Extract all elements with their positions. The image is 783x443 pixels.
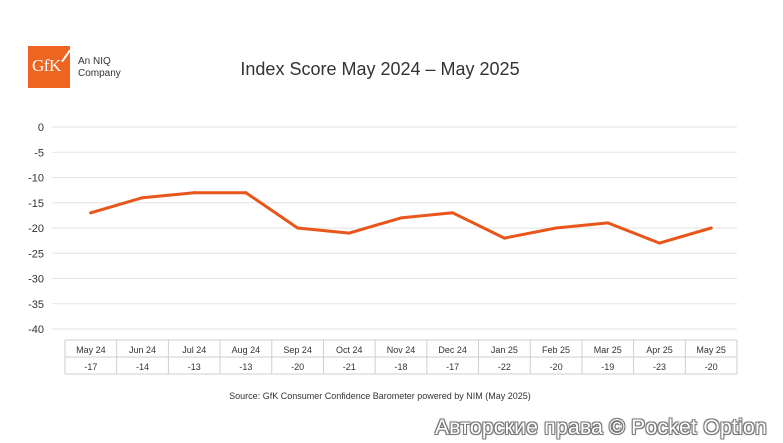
y-tick-label: -35 — [28, 299, 44, 311]
y-tick-label: -30 — [28, 274, 44, 286]
x-category-label: Apr 25 — [646, 345, 673, 355]
table-value-label: -22 — [498, 362, 511, 372]
chart-title: Index Score May 2024 – May 2025 — [240, 59, 520, 79]
y-tick-label: -15 — [28, 198, 44, 210]
gfk-logo-text: GfK — [32, 56, 61, 75]
data-point — [399, 216, 403, 220]
data-point — [296, 226, 300, 230]
data-point — [709, 226, 713, 230]
table-value-label: -13 — [239, 362, 252, 372]
x-category-label: Aug 24 — [232, 345, 261, 355]
watermark: Авторские права © Pocket Option — [434, 416, 767, 439]
table-value-label: -19 — [601, 362, 614, 372]
table-value-label: -21 — [343, 362, 356, 372]
data-point — [192, 191, 196, 195]
y-tick-label: -5 — [34, 147, 44, 159]
x-category-label: Sep 24 — [283, 345, 312, 355]
logo-subtitle: An NIQ Company — [78, 56, 121, 80]
x-category-label: Dec 24 — [438, 345, 467, 355]
x-category-label: May 24 — [76, 345, 106, 355]
x-category-label: Feb 25 — [542, 345, 570, 355]
table-value-label: -14 — [136, 362, 149, 372]
x-category-label: Jul 24 — [182, 345, 206, 355]
y-tick-label: -20 — [28, 223, 44, 235]
source-note: Source: GfK Consumer Confidence Baromete… — [229, 391, 531, 401]
data-point — [451, 211, 455, 215]
x-category-label: Jan 25 — [491, 345, 518, 355]
gfk-logo: GfK — [28, 46, 71, 88]
data-point — [141, 196, 145, 200]
data-point — [244, 191, 248, 195]
table-value-label: -20 — [550, 362, 563, 372]
table-value-label: -17 — [84, 362, 97, 372]
data-point — [502, 236, 506, 240]
x-category-label: Nov 24 — [387, 345, 416, 355]
logo-subtitle-line2: Company — [78, 68, 121, 79]
data-point — [657, 241, 661, 245]
x-category-label: May 25 — [696, 345, 726, 355]
y-tick-label: -10 — [28, 173, 44, 185]
data-point — [606, 221, 610, 225]
y-tick-label: -40 — [28, 324, 44, 336]
table-value-label: -18 — [394, 362, 407, 372]
logo-subtitle-line1: An NIQ — [78, 56, 111, 67]
data-point — [554, 226, 558, 230]
data-point — [89, 211, 93, 215]
x-category-label: Jun 24 — [129, 345, 156, 355]
y-tick-label: 0 — [38, 122, 44, 134]
table-value-label: -20 — [291, 362, 304, 372]
x-category-label: Mar 25 — [594, 345, 622, 355]
table-value-label: -23 — [653, 362, 666, 372]
y-tick-label: -25 — [28, 248, 44, 260]
x-category-label: Oct 24 — [336, 345, 363, 355]
data-point — [347, 231, 351, 235]
table-value-label: -17 — [446, 362, 459, 372]
table-value-label: -13 — [188, 362, 201, 372]
table-value-label: -20 — [705, 362, 718, 372]
